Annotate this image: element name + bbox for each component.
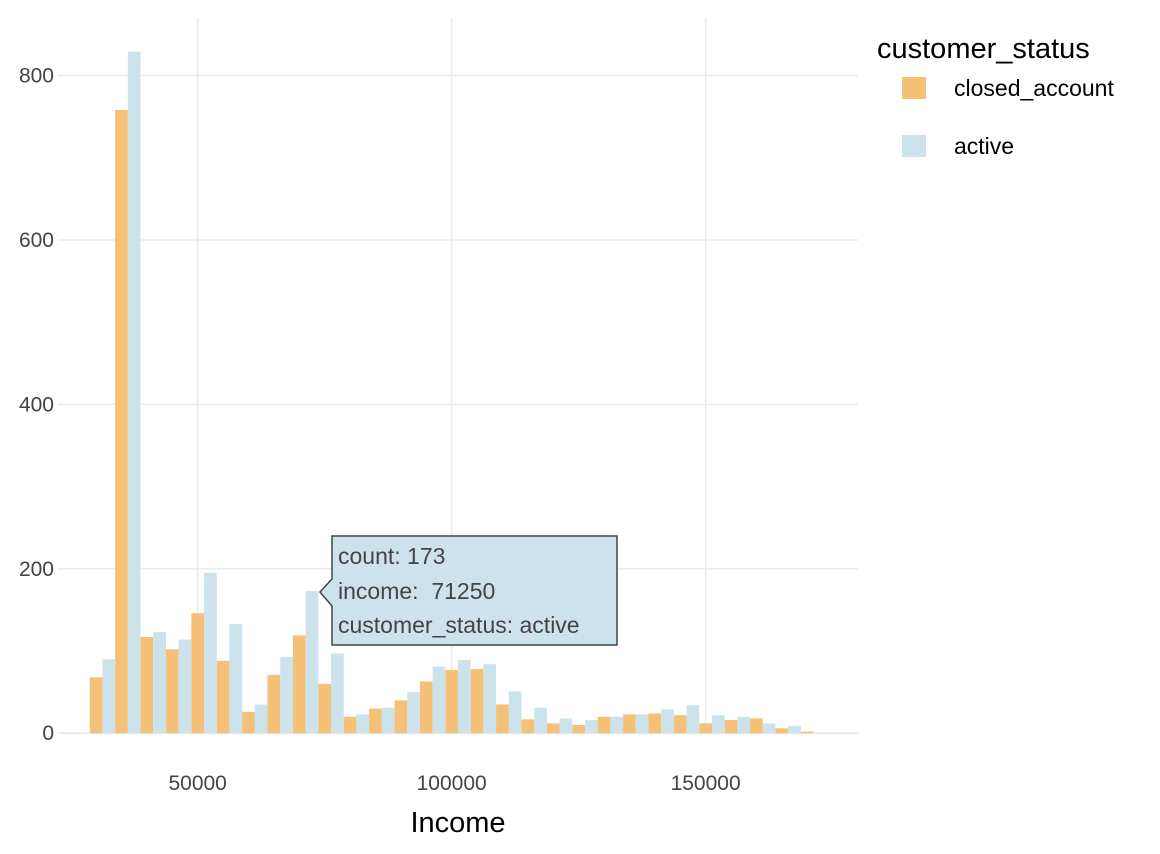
legend-title: customer_status bbox=[877, 33, 1090, 65]
bar-closed-account[interactable] bbox=[369, 708, 382, 734]
bar-active[interactable] bbox=[407, 692, 420, 734]
bar-active[interactable] bbox=[331, 653, 344, 734]
bar-active[interactable] bbox=[280, 656, 293, 734]
bar-active[interactable] bbox=[584, 720, 598, 734]
bar-closed-account[interactable] bbox=[343, 716, 357, 734]
bar-active[interactable] bbox=[204, 572, 217, 734]
y-tick-label: 800 bbox=[19, 65, 54, 88]
bar-closed-account[interactable] bbox=[775, 728, 789, 734]
legend-item-active[interactable]: active bbox=[902, 133, 1014, 159]
bar-closed-account[interactable] bbox=[470, 669, 484, 734]
bar-active[interactable] bbox=[610, 716, 624, 734]
bar-active[interactable] bbox=[102, 659, 116, 734]
hover-tooltip: count: 173 income: 71250 customer_status… bbox=[318, 535, 618, 646]
legend-swatch bbox=[902, 77, 926, 99]
axis-ticks: 0 200 400 600 800 50000 100000 150000 bbox=[19, 65, 741, 795]
bar-active[interactable] bbox=[661, 709, 674, 734]
y-tick-label: 200 bbox=[19, 558, 54, 581]
bar-closed-account[interactable] bbox=[292, 635, 306, 734]
bar-closed-account[interactable] bbox=[750, 718, 763, 734]
bar-closed-account[interactable] bbox=[419, 681, 433, 734]
bar-closed-account[interactable] bbox=[242, 711, 255, 734]
x-axis-title: Income bbox=[410, 807, 505, 839]
bar-closed-account[interactable] bbox=[597, 716, 611, 734]
bar-active[interactable] bbox=[483, 664, 497, 734]
bar-active[interactable] bbox=[534, 707, 547, 734]
y-tick-label: 400 bbox=[19, 393, 54, 416]
bar-closed-account[interactable] bbox=[546, 723, 560, 734]
bar-closed-account[interactable] bbox=[699, 723, 712, 734]
bar-closed-account[interactable] bbox=[267, 674, 281, 734]
bar-active[interactable] bbox=[254, 704, 268, 734]
bar-active[interactable] bbox=[305, 591, 319, 734]
tooltip-status: customer_status: active bbox=[338, 612, 580, 638]
bars bbox=[89, 51, 814, 734]
bar-closed-account[interactable] bbox=[216, 660, 230, 734]
bar-closed-account[interactable] bbox=[623, 714, 636, 734]
bar-closed-account[interactable] bbox=[496, 704, 509, 734]
bar-closed-account[interactable] bbox=[89, 677, 103, 734]
y-tick-label: 600 bbox=[19, 229, 54, 252]
bar-closed-account[interactable] bbox=[394, 700, 408, 734]
legend-label: active bbox=[954, 133, 1014, 159]
bar-active[interactable] bbox=[762, 723, 776, 734]
bar-active[interactable] bbox=[127, 51, 141, 734]
y-tick-label: 0 bbox=[42, 722, 54, 745]
legend-item-closed-account[interactable]: closed_account bbox=[902, 75, 1114, 101]
bar-closed-account[interactable] bbox=[673, 715, 687, 734]
bar-active[interactable] bbox=[432, 666, 446, 734]
bar-active[interactable] bbox=[508, 691, 522, 734]
bar-active[interactable] bbox=[178, 639, 192, 734]
bar-active[interactable] bbox=[737, 716, 751, 734]
bar-closed-account[interactable] bbox=[800, 731, 814, 734]
tooltip-box bbox=[318, 535, 618, 646]
bar-active[interactable] bbox=[381, 707, 395, 734]
legend-label: closed_account bbox=[954, 75, 1114, 101]
bar-active[interactable] bbox=[229, 623, 243, 734]
bar-active[interactable] bbox=[711, 715, 725, 734]
legend: customer_status closed_account active bbox=[877, 33, 1114, 159]
bar-active[interactable] bbox=[788, 725, 801, 734]
x-tick-label: 150000 bbox=[671, 772, 741, 795]
bar-closed-account[interactable] bbox=[115, 110, 128, 734]
tooltip-income: income: 71250 bbox=[338, 578, 495, 604]
bar-closed-account[interactable] bbox=[445, 669, 458, 734]
bar-closed-account[interactable] bbox=[648, 713, 662, 734]
x-tick-label: 50000 bbox=[168, 772, 226, 795]
bar-closed-account[interactable] bbox=[140, 637, 154, 734]
bar-closed-account[interactable] bbox=[191, 613, 205, 734]
bar-closed-account[interactable] bbox=[572, 725, 585, 734]
bar-active[interactable] bbox=[559, 718, 573, 734]
tooltip-count: count: 173 bbox=[338, 543, 445, 569]
bar-closed-account[interactable] bbox=[165, 649, 179, 734]
bar-closed-account[interactable] bbox=[521, 719, 535, 734]
bar-closed-account[interactable] bbox=[318, 683, 332, 734]
bar-active[interactable] bbox=[153, 632, 166, 734]
bar-active[interactable] bbox=[356, 714, 370, 734]
bar-active[interactable] bbox=[686, 705, 700, 734]
bar-active[interactable] bbox=[458, 660, 471, 734]
bar-active[interactable] bbox=[635, 714, 649, 734]
x-tick-label: 100000 bbox=[417, 772, 487, 795]
bar-closed-account[interactable] bbox=[724, 720, 738, 734]
legend-swatch bbox=[902, 135, 926, 157]
